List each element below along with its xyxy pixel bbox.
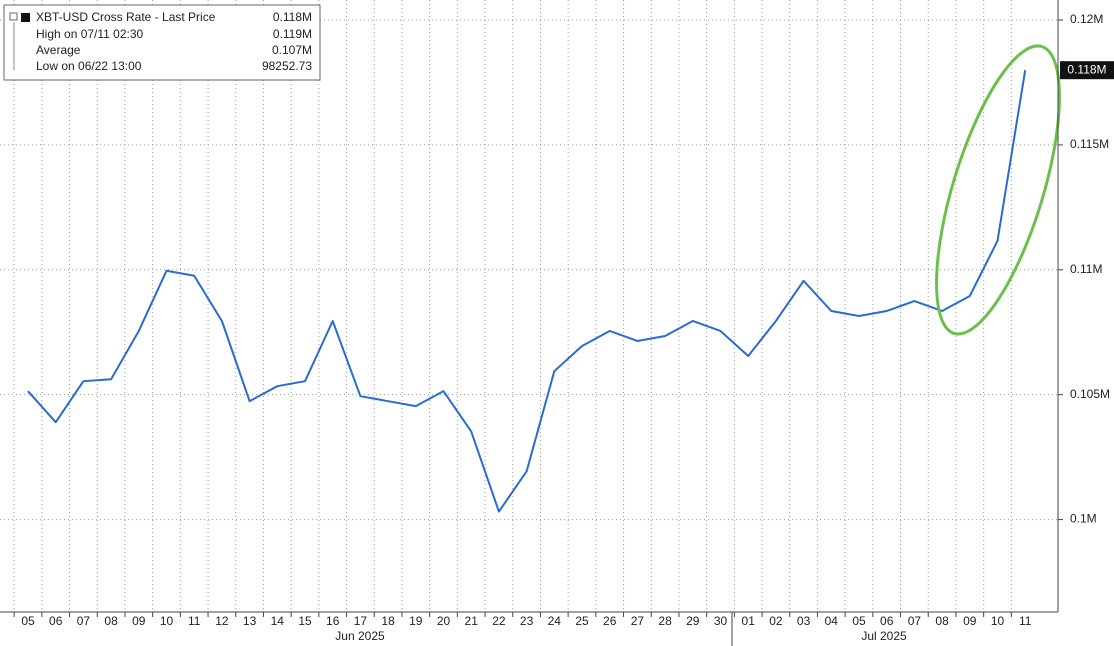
x-tick-label: 03 bbox=[797, 614, 811, 628]
x-tick-label: 28 bbox=[658, 614, 672, 628]
legend: XBT-USD Cross Rate - Last Price 0.118M H… bbox=[3, 4, 321, 81]
x-tick-label: 20 bbox=[437, 614, 451, 628]
x-tick-label: 09 bbox=[963, 614, 977, 628]
x-tick-label: 11 bbox=[188, 614, 201, 628]
highlight-ellipse bbox=[935, 44, 1061, 336]
legend-label: Average bbox=[36, 43, 81, 57]
x-tick-label: 05 bbox=[852, 614, 866, 628]
x-tick-label: 29 bbox=[686, 614, 700, 628]
x-tick-label: 13 bbox=[243, 614, 257, 628]
x-tick-label: 17 bbox=[354, 614, 368, 628]
month-label: Jun 2025 bbox=[335, 629, 385, 643]
x-tick-label: 04 bbox=[825, 614, 839, 628]
x-tick-label: 07 bbox=[77, 614, 91, 628]
legend-label: XBT-USD Cross Rate - Last Price bbox=[36, 10, 216, 24]
x-tick-label: 07 bbox=[908, 614, 922, 628]
x-tick-label: 15 bbox=[298, 614, 312, 628]
last-price-label: 0.118M bbox=[1067, 62, 1106, 76]
legend-label: High on 07/11 02:30 bbox=[36, 27, 144, 41]
y-tick-label: 0.12M bbox=[1070, 12, 1103, 26]
last-price-tag: 0.118M bbox=[1060, 61, 1114, 80]
x-tick-label: 02 bbox=[769, 614, 783, 628]
x-tick-label: 10 bbox=[991, 614, 1005, 628]
legend-label: Low on 06/22 13:00 bbox=[36, 59, 142, 73]
x-tick-label: 06 bbox=[880, 614, 894, 628]
x-tick-label: 09 bbox=[132, 614, 146, 628]
x-tick-label: 11 bbox=[1019, 614, 1032, 628]
x-tick-label: 22 bbox=[492, 614, 506, 628]
x-tick-label: 08 bbox=[104, 614, 118, 628]
month-label: Jul 2025 bbox=[861, 629, 907, 643]
price-line bbox=[27, 70, 1027, 513]
x-tick-label: 23 bbox=[520, 614, 534, 628]
x-tick-label: 25 bbox=[575, 614, 589, 628]
x-tick-label: 05 bbox=[21, 614, 35, 628]
legend-value: 0.107M bbox=[272, 43, 312, 57]
y-tick-label: 0.11M bbox=[1070, 262, 1102, 276]
last-price-box bbox=[1060, 61, 1114, 80]
x-tick-label: 27 bbox=[631, 614, 645, 628]
x-tick-label: 30 bbox=[714, 614, 728, 628]
legend-box bbox=[3, 4, 321, 81]
legend-value: 0.118M bbox=[273, 10, 312, 24]
y-tick-label: 0.1M bbox=[1070, 512, 1097, 526]
plot bbox=[27, 70, 1027, 513]
legend-value: 98252.73 bbox=[262, 59, 312, 73]
legend-value: 0.119M bbox=[273, 27, 312, 41]
x-tick-label: 10 bbox=[160, 614, 174, 628]
x-tick-label: 06 bbox=[49, 614, 63, 628]
x-tick-label: 01 bbox=[742, 614, 756, 628]
x-tick-label: 08 bbox=[935, 614, 949, 628]
x-tick-label: 24 bbox=[548, 614, 562, 628]
x-tick-label: 12 bbox=[215, 614, 229, 628]
x-tick-label: 26 bbox=[603, 614, 617, 628]
legend-collapse bbox=[9, 12, 18, 21]
y-tick-label: 0.105M bbox=[1070, 387, 1110, 401]
x-tick-label: 18 bbox=[381, 614, 395, 628]
x-tick-label: 14 bbox=[271, 614, 285, 628]
y-tick-label: 0.115M bbox=[1070, 137, 1109, 151]
x-tick-label: 16 bbox=[326, 614, 340, 628]
legend-swatch bbox=[21, 13, 30, 22]
x-tick-label: 21 bbox=[465, 614, 479, 628]
x-tick-label: 19 bbox=[409, 614, 423, 628]
